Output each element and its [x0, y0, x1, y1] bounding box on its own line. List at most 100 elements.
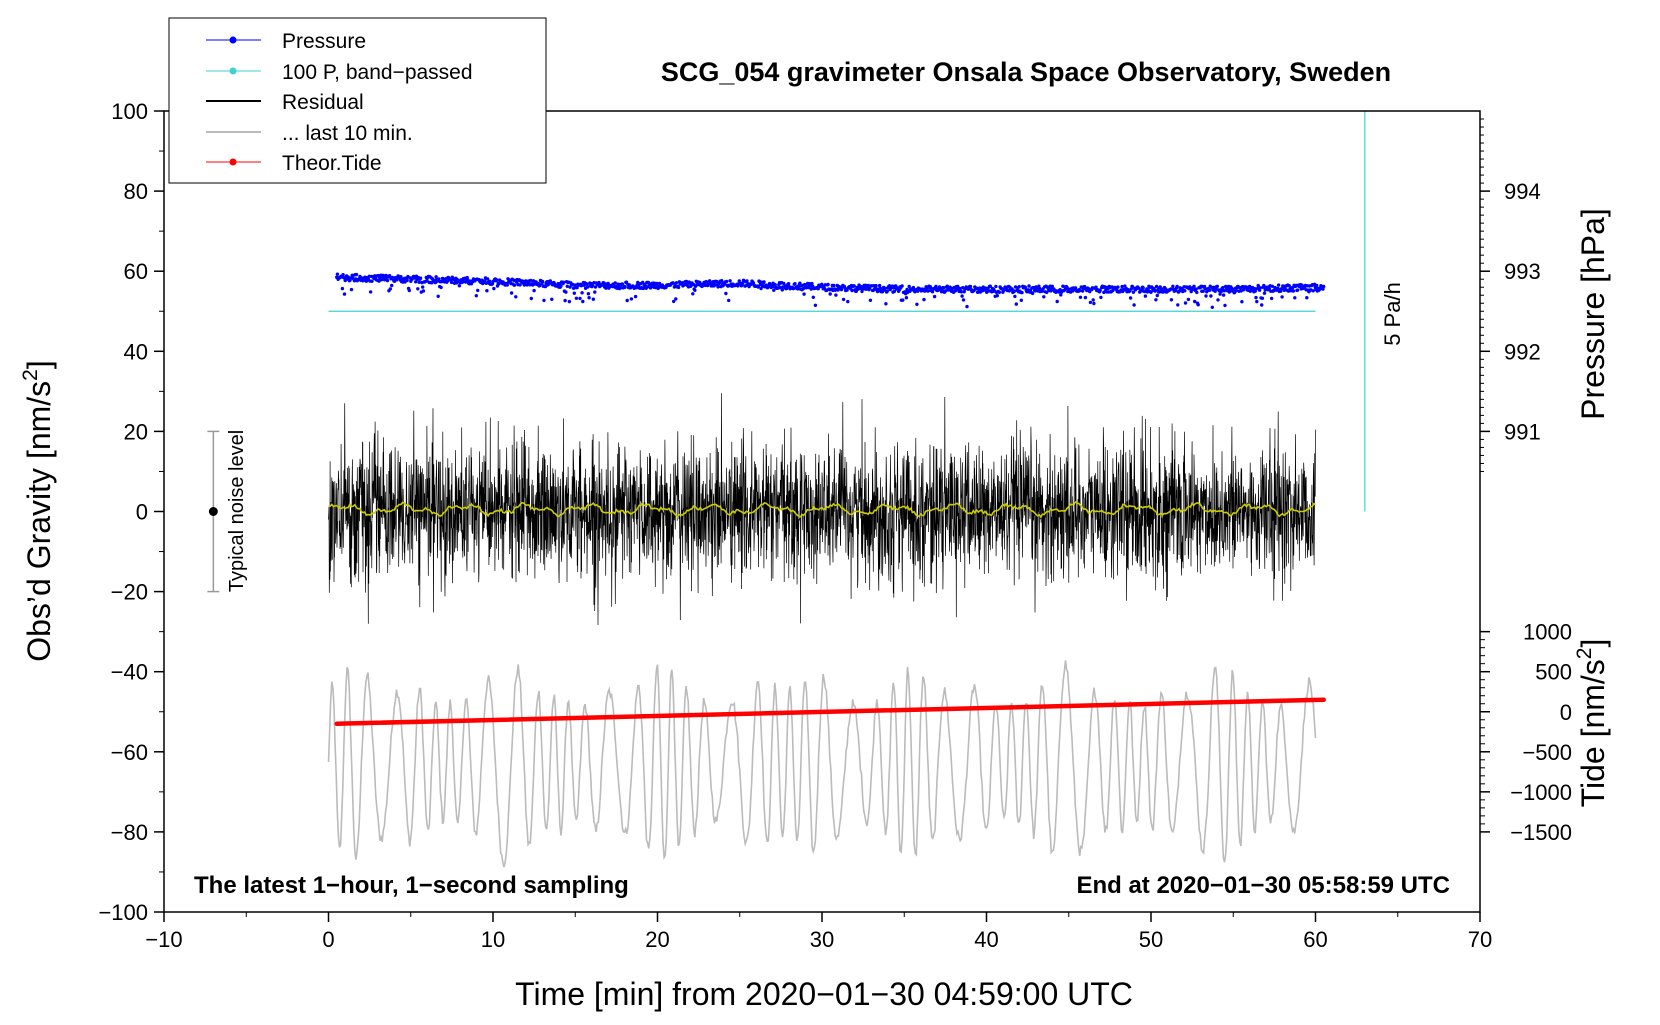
- pressure-point: [1210, 305, 1215, 309]
- pressure-point: [540, 279, 545, 284]
- pressure-point: [1201, 289, 1205, 293]
- legend-label-last10: ... last 10 min.: [282, 122, 413, 145]
- legend-label-bandpassed: 100 P, band−passed: [282, 61, 473, 84]
- pressure-point: [524, 279, 528, 283]
- pressure-point: [1269, 296, 1274, 301]
- pressure-point: [965, 304, 969, 309]
- pressure-point: [1194, 287, 1198, 291]
- y-tick-label: 40: [124, 339, 148, 364]
- tick-layer: −10 0 10 20 30 40 50 60 70−100−80−60−40−20020406…: [98, 99, 1572, 952]
- legend-label-pressure: Pressure: [282, 30, 366, 53]
- pressure-point: [655, 281, 659, 286]
- pressure-point: [693, 288, 697, 292]
- pressure-point: [1120, 284, 1124, 289]
- pressure-point: [1227, 290, 1232, 294]
- y-tick-label: −80: [111, 820, 148, 845]
- pressure-point: [960, 294, 964, 298]
- pressure-point: [997, 290, 1002, 294]
- x-tick-label: 50: [1139, 927, 1163, 952]
- pressure-point: [1083, 285, 1087, 289]
- pressure-point: [1128, 296, 1133, 300]
- pressure-point: [505, 283, 509, 287]
- pressure-point: [354, 272, 359, 277]
- pressure-point: [1315, 283, 1319, 288]
- pressure-point: [1215, 284, 1220, 288]
- pressure-point: [512, 283, 517, 287]
- pressure-point: [1262, 291, 1267, 295]
- pressure-point: [762, 280, 766, 284]
- pressure-point: [1088, 300, 1093, 305]
- pressure-point: [809, 287, 813, 291]
- pressure-point: [593, 290, 597, 294]
- pressure-point: [341, 273, 345, 277]
- pressure-point: [586, 285, 590, 289]
- pressure-point: [565, 284, 569, 288]
- pressure-point: [390, 283, 394, 288]
- pressure-point: [567, 299, 572, 304]
- pressure-point: [1154, 298, 1158, 302]
- pressure-point: [509, 291, 514, 295]
- y-axis-label-pressure: Pressure [hPa]: [1575, 208, 1611, 420]
- pressure-point: [720, 279, 724, 283]
- pressure-point: [581, 299, 585, 304]
- pressure-point: [1012, 289, 1016, 294]
- tide-line: [334, 697, 1326, 727]
- pressure-point: [1030, 291, 1035, 296]
- pressure-point: [728, 279, 732, 283]
- pressure-point: [485, 289, 489, 293]
- pressure-point: [1059, 293, 1063, 297]
- y-tick-label: −40: [111, 660, 148, 685]
- pressure-point: [421, 285, 425, 289]
- pressure-point: [1260, 296, 1265, 300]
- pressure-point: [613, 281, 617, 285]
- pressure-point: [414, 280, 418, 284]
- pressure-point: [1254, 295, 1258, 300]
- pressure-point: [591, 297, 595, 301]
- pressure-point: [988, 284, 992, 288]
- pressure-point: [388, 287, 392, 291]
- pressure-point: [915, 302, 919, 306]
- pressure-tick-label: 991: [1504, 419, 1541, 444]
- pressure-point: [1223, 303, 1227, 308]
- pressure-point: [756, 285, 760, 289]
- chart-title: SCG_054 gravimeter Onsala Space Observat…: [661, 57, 1391, 87]
- pressure-point: [846, 299, 850, 304]
- residual-line: [328, 393, 1316, 626]
- pressure-point: [1154, 284, 1159, 289]
- x-tick-label: 30: [810, 927, 834, 952]
- pressure-point: [961, 298, 966, 302]
- pressure-point: [606, 281, 610, 286]
- pressure-point: [802, 292, 806, 296]
- pressure-point: [901, 298, 905, 302]
- pressure-point: [590, 283, 595, 288]
- pressure-point: [1050, 284, 1055, 288]
- pressure-point: [1221, 293, 1226, 297]
- y-tick-label: 20: [124, 419, 148, 444]
- pressure-point: [850, 288, 854, 293]
- pressure-point: [421, 289, 426, 293]
- rate-bar-label: 5 Pa/h: [1380, 282, 1405, 346]
- pressure-point: [514, 295, 518, 299]
- pressure-point: [529, 296, 533, 301]
- x-axis-label: Time [min] from 2020−01−30 04:59:00 UTC: [515, 976, 1133, 1012]
- pressure-point: [335, 272, 340, 276]
- pressure-point: [1260, 303, 1264, 307]
- x-tick-label: 60: [1303, 927, 1327, 952]
- pressure-point: [1258, 286, 1263, 290]
- pressure-point: [1123, 284, 1127, 288]
- pressure-point: [437, 277, 441, 281]
- pressure-point: [1162, 290, 1166, 294]
- pressure-tick-label: 993: [1504, 259, 1541, 284]
- pressure-point: [641, 286, 646, 291]
- pressure-point: [416, 287, 420, 291]
- legend-marker-pressure: [229, 36, 237, 44]
- pressure-point: [439, 285, 443, 290]
- tide-tick-label: −500: [1522, 740, 1572, 765]
- pressure-point: [773, 283, 777, 287]
- pressure-point: [1094, 285, 1098, 289]
- pressure-point: [1092, 301, 1096, 306]
- tide-tick-label: −1500: [1510, 820, 1572, 845]
- pressure-point: [1255, 299, 1259, 304]
- pressure-point: [1234, 288, 1239, 293]
- pressure-point: [405, 278, 409, 283]
